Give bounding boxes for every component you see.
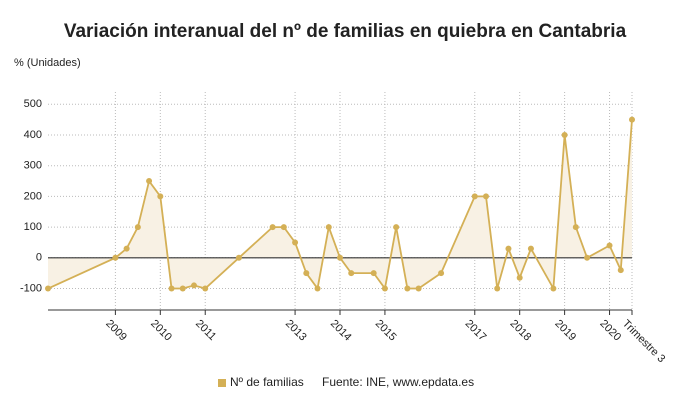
area-fill — [48, 119, 632, 289]
point — [494, 285, 501, 292]
point — [471, 193, 478, 200]
y-tick-label: 400 — [24, 129, 42, 141]
point — [314, 285, 321, 292]
point — [303, 270, 310, 277]
y-tick-label: 300 — [24, 160, 42, 172]
point — [415, 285, 422, 292]
point — [516, 274, 523, 281]
point — [348, 270, 355, 277]
point — [280, 224, 287, 231]
point — [561, 131, 568, 138]
x-tick-label: 2014 — [328, 318, 354, 344]
x-tick-label: 2011 — [193, 318, 218, 343]
legend-label: Nº de familias — [230, 375, 304, 389]
x-tick-label: 2009 — [103, 318, 129, 344]
point — [381, 285, 388, 292]
point — [235, 254, 242, 261]
point — [168, 285, 175, 292]
point — [606, 242, 613, 249]
y-axis-label: % (Unidades) — [14, 57, 81, 69]
point — [269, 224, 276, 231]
point — [438, 270, 445, 277]
point — [370, 270, 377, 277]
point — [146, 178, 153, 185]
point — [404, 285, 411, 292]
source: Fuente: INE, www.epdata.es — [322, 375, 474, 389]
y-tick-label: -100 — [20, 282, 42, 294]
point — [393, 224, 400, 231]
x-tick-label: Trimestre 3 — [620, 318, 668, 366]
y-tick-label: 0 — [36, 252, 42, 264]
x-tick-label: 2013 — [283, 318, 309, 344]
point — [292, 239, 299, 246]
point — [584, 254, 591, 261]
point — [550, 285, 557, 292]
point — [157, 193, 164, 200]
y-tick-label: 100 — [24, 221, 42, 233]
point — [527, 245, 534, 252]
point — [572, 224, 579, 231]
x-tick-label: 2020 — [597, 318, 623, 344]
x-tick-label: 2019 — [552, 318, 578, 344]
x-tick-label: 2018 — [508, 318, 534, 344]
point — [483, 193, 489, 200]
x-tick-label: 2017 — [463, 318, 489, 344]
legend-swatch — [218, 379, 226, 387]
point — [337, 254, 343, 261]
x-tick-label: 2010 — [148, 318, 174, 344]
point — [629, 116, 635, 123]
point — [191, 282, 197, 289]
y-tick-label: 200 — [24, 190, 42, 202]
point — [112, 254, 119, 261]
point — [505, 245, 512, 252]
point — [45, 285, 51, 292]
point — [123, 245, 130, 252]
point — [617, 267, 624, 274]
point — [325, 224, 332, 231]
point — [202, 285, 209, 292]
point — [179, 285, 186, 292]
x-tick-label: 2015 — [373, 318, 399, 344]
chart-title: Variación interanual del nº de familias … — [64, 21, 627, 42]
y-tick-label: 500 — [24, 98, 42, 110]
point — [134, 224, 141, 231]
